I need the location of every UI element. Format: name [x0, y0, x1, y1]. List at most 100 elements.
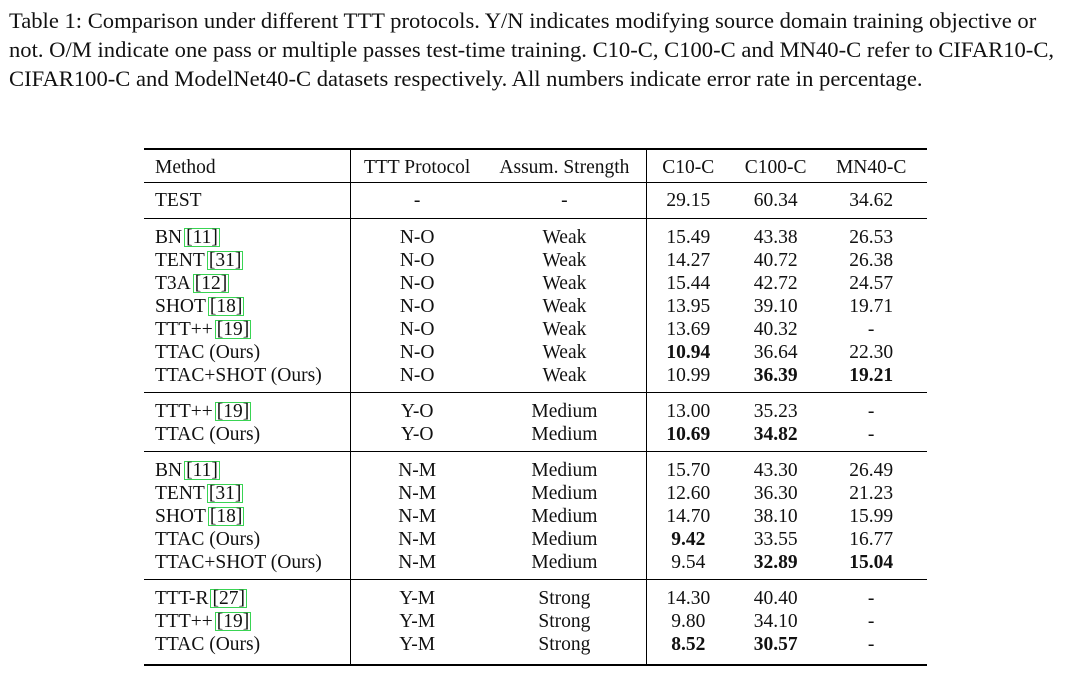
value: N-O: [399, 365, 435, 386]
value: 9.80: [671, 611, 706, 632]
cell-c100c: 60.34: [729, 182, 822, 219]
cell-method: TTAC+SHOT (Ours): [144, 551, 351, 580]
best-value: 9.42: [671, 529, 706, 550]
cell-ttt-protocol: N-O: [350, 318, 484, 341]
value: Y-O: [400, 401, 434, 422]
table-row: TTAC (Ours) N-O Weak 10.94 36.64 22.30: [144, 341, 927, 364]
cell-ttt-protocol: N-M: [350, 551, 484, 580]
cell-mn40c: 19.21: [821, 364, 927, 393]
best-value: 15.04: [849, 552, 894, 573]
citation-link[interactable]: [31]: [206, 483, 244, 504]
method-name: TENT: [155, 250, 205, 271]
value: Y-M: [399, 634, 436, 655]
citation-link[interactable]: [18]: [207, 296, 245, 317]
cell-method: TTAC (Ours): [144, 423, 351, 452]
cell-c100c: 36.30: [730, 482, 821, 505]
cell-mn40c: -: [821, 610, 927, 633]
cell-mn40c: -: [821, 633, 927, 666]
cell-method: TENT [31]: [144, 482, 351, 505]
table-row: TEST - - 29.15 60.34 34.62: [144, 182, 927, 219]
cell-ttt-protocol: N-O: [350, 249, 484, 272]
table-row: TTT++ [19] Y-O Medium 13.00 35.23 -: [144, 392, 927, 423]
value: 26.49: [849, 460, 894, 481]
cell-c10c: 13.69: [645, 318, 730, 341]
value: -: [867, 588, 875, 609]
value: 34.10: [753, 611, 798, 632]
citation-link[interactable]: [11]: [184, 460, 220, 481]
table-row: SHOT [18] N-O Weak 13.95 39.10 19.71: [144, 295, 927, 318]
value: -: [867, 634, 875, 655]
cell-assum-strength: Weak: [483, 218, 647, 249]
value: -: [867, 401, 875, 422]
citation-link[interactable]: [19]: [214, 319, 252, 340]
table-row: TTAC+SHOT (Ours) N-M Medium 9.54 32.89 15.04: [144, 551, 927, 580]
value: N-M: [398, 460, 437, 481]
value: 15.49: [666, 227, 711, 248]
method-name: SHOT: [155, 506, 206, 527]
cell-assum-strength: Weak: [483, 272, 646, 295]
cell-ttt-protocol: Y-O: [350, 392, 484, 423]
cell-c10c: 14.30: [645, 579, 730, 610]
cell-mn40c: -: [821, 318, 927, 341]
value: 29.15: [666, 190, 711, 211]
cell-mn40c: -: [821, 423, 927, 452]
cell-method: TTAC+SHOT (Ours): [144, 364, 351, 393]
citation-link[interactable]: [12]: [192, 273, 230, 294]
cell-assum-strength: Medium: [483, 392, 647, 423]
cell-c10c: 12.60: [645, 482, 730, 505]
citation-link[interactable]: [18]: [207, 506, 245, 527]
cell-ttt-protocol: N-O: [350, 295, 484, 318]
citation-link[interactable]: [19]: [214, 611, 252, 632]
value: Medium: [531, 506, 598, 527]
citation-link[interactable]: [11]: [184, 227, 220, 248]
table-row: TTAC+SHOT (Ours) N-O Weak 10.99 36.39 19.21: [144, 364, 927, 393]
method-name: TTAC+SHOT (Ours): [155, 552, 322, 573]
cell-ttt-protocol: N-M: [350, 482, 484, 505]
cell-assum-strength: Medium: [483, 482, 646, 505]
value: Medium: [531, 460, 598, 481]
citation-link[interactable]: [31]: [206, 250, 244, 271]
value: 21.23: [849, 483, 894, 504]
citation-link[interactable]: [19]: [214, 401, 252, 422]
value: Medium: [531, 483, 598, 504]
value: N-O: [399, 250, 435, 271]
method-name: TTT++: [155, 401, 213, 422]
value: 60.34: [753, 190, 798, 211]
cell-ttt-protocol: N-M: [350, 528, 484, 551]
method-name: T3A: [155, 273, 191, 294]
cell-assum-strength: Strong: [483, 579, 647, 610]
cell-c10c: 15.49: [645, 218, 730, 249]
cell-mn40c: 24.57: [821, 272, 927, 295]
cell-mn40c: 26.49: [821, 451, 927, 482]
method-name: TTAC+SHOT (Ours): [155, 365, 322, 386]
value: Y-O: [400, 424, 434, 445]
cell-c100c: 40.32: [730, 318, 821, 341]
cell-c100c: 42.72: [730, 272, 821, 295]
value: 26.38: [849, 250, 894, 271]
cell-c100c: 36.39: [730, 364, 821, 393]
value: 43.30: [753, 460, 798, 481]
value: 14.30: [666, 588, 711, 609]
table-row: TTAC (Ours) Y-O Medium 10.69 34.82 -: [144, 423, 927, 452]
value: N-M: [398, 483, 437, 504]
value: Y-M: [399, 588, 436, 609]
value: 15.99: [849, 506, 894, 527]
value: Weak: [542, 273, 587, 294]
value: 36.64: [753, 342, 798, 363]
cell-ttt-protocol: N-O: [350, 364, 484, 393]
value: 40.72: [753, 250, 798, 271]
cell-c10c: 9.80: [645, 610, 730, 633]
value: -: [867, 611, 875, 632]
citation-link[interactable]: [27]: [210, 588, 247, 609]
cell-method: TTT-R [27]: [144, 579, 351, 610]
cell-assum-strength: Medium: [483, 528, 646, 551]
header-assum-strength: Assum. Strength: [483, 148, 647, 183]
cell-c100c: 34.10: [730, 610, 821, 633]
value: Medium: [531, 424, 598, 445]
value: 10.99: [666, 365, 711, 386]
cell-mn40c: 26.38: [821, 249, 927, 272]
cell-method: SHOT [18]: [144, 505, 351, 528]
cell-c10c: 13.95: [645, 295, 730, 318]
table-row: T3A [12] N-O Weak 15.44 42.72 24.57: [144, 272, 927, 295]
value: 26.53: [849, 227, 894, 248]
